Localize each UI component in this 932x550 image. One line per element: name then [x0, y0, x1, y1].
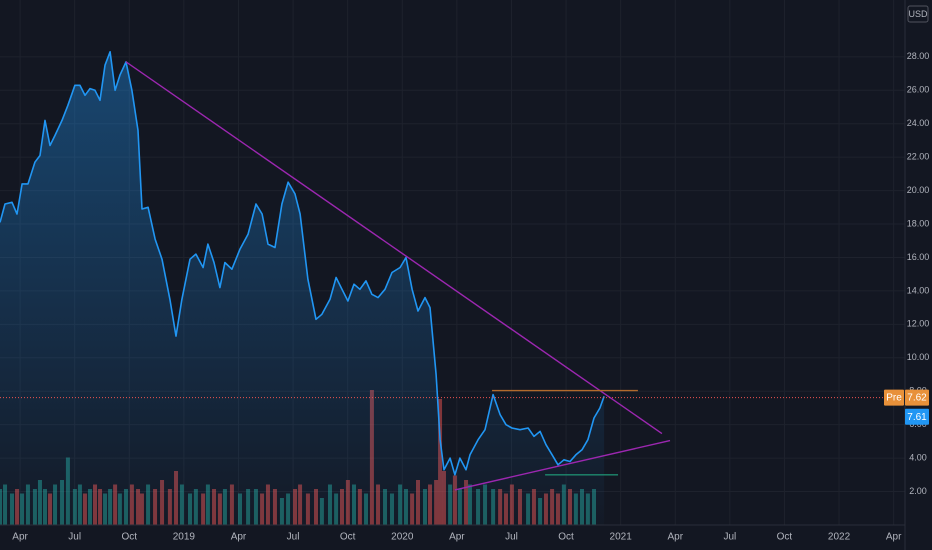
x-tick-label: Jul: [68, 532, 81, 543]
y-tick-label: 16.00: [907, 252, 930, 262]
price-marker-box: [905, 408, 929, 425]
plot: [0, 51, 905, 526]
x-tick-label: Apr: [449, 532, 465, 543]
x-tick-label: 2022: [828, 532, 851, 543]
trendline: [125, 61, 663, 435]
x-tick-label: Apr: [12, 532, 28, 543]
price-line: [0, 51, 605, 476]
x-tick-label: 2021: [610, 532, 633, 543]
trendline: [454, 439, 671, 491]
price-area: [0, 51, 605, 526]
price-marker-label: Pre: [886, 393, 902, 404]
price-marker-value: 7.62: [907, 393, 927, 404]
x-tick-label: Apr: [886, 532, 902, 543]
price-marker-value: 7.61: [907, 412, 927, 423]
x-tick-label: Oct: [340, 532, 356, 543]
y-tick-label: 10.00: [907, 352, 930, 362]
x-tick-label: Jul: [723, 532, 736, 543]
x-tick-label: 2019: [173, 532, 196, 543]
y-tick-label: 22.00: [907, 152, 930, 162]
y-tick-label: 2.00: [909, 486, 927, 496]
y-tick-label: 12.00: [907, 319, 930, 329]
axes: 2.004.006.008.0010.0012.0014.0016.0018.0…: [12, 51, 929, 542]
y-tick-label: 14.00: [907, 285, 930, 295]
x-tick-label: Apr: [231, 532, 247, 543]
price-marker-box: [905, 389, 929, 406]
x-tick-label: Oct: [777, 532, 793, 543]
x-tick-label: Jul: [287, 532, 300, 543]
y-tick-label: 18.00: [907, 218, 930, 228]
x-tick-label: Oct: [122, 532, 138, 543]
y-tick-label: 24.00: [907, 118, 930, 128]
y-tick-label: 20.00: [907, 185, 930, 195]
currency-box[interactable]: [907, 5, 929, 23]
price-marker-tag: [884, 389, 904, 406]
x-tick-label: Oct: [558, 532, 574, 543]
y-tick-label: 26.00: [907, 85, 930, 95]
x-tick-label: Jul: [505, 532, 518, 543]
x-tick-label: 2020: [391, 532, 414, 543]
y-tick-label: 4.00: [909, 452, 927, 462]
x-tick-label: Apr: [667, 532, 683, 543]
currency: USD: [908, 9, 928, 19]
y-tick-label: 28.00: [907, 51, 930, 61]
